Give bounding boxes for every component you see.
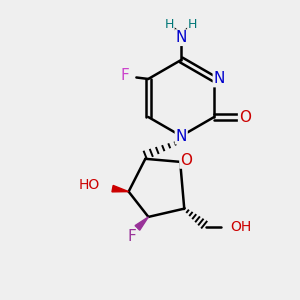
Polygon shape — [135, 217, 148, 230]
Text: O: O — [239, 110, 251, 124]
Text: F: F — [127, 229, 136, 244]
Text: HO: HO — [79, 178, 100, 192]
Text: N: N — [176, 30, 187, 45]
Text: OH: OH — [230, 220, 251, 234]
Text: N: N — [176, 128, 187, 143]
Text: O: O — [180, 153, 192, 168]
Text: N: N — [214, 71, 225, 86]
Text: H: H — [188, 18, 197, 31]
Text: H: H — [165, 18, 174, 31]
Polygon shape — [112, 185, 129, 192]
Text: F: F — [121, 68, 130, 83]
